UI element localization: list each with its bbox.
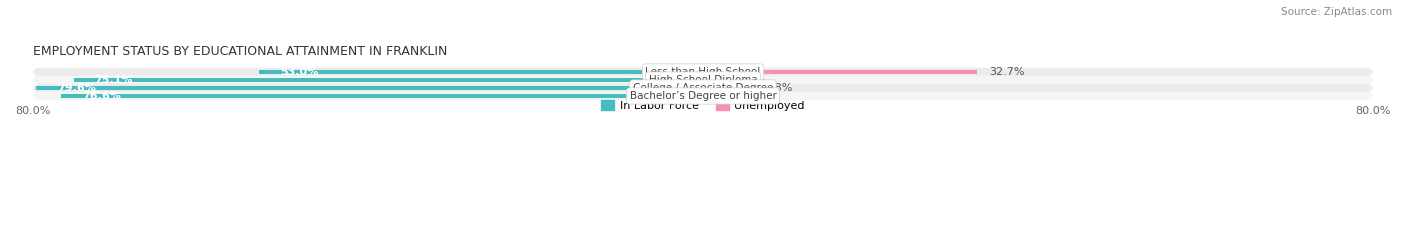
Text: Bachelor’s Degree or higher: Bachelor’s Degree or higher: [630, 91, 776, 101]
Text: 2.5%: 2.5%: [737, 75, 765, 85]
FancyBboxPatch shape: [32, 92, 1374, 100]
Text: EMPLOYMENT STATUS BY EDUCATIONAL ATTAINMENT IN FRANKLIN: EMPLOYMENT STATUS BY EDUCATIONAL ATTAINM…: [32, 45, 447, 58]
Text: 32.7%: 32.7%: [990, 67, 1025, 77]
Text: Source: ZipAtlas.com: Source: ZipAtlas.com: [1281, 7, 1392, 17]
Bar: [62, 93, 703, 99]
FancyBboxPatch shape: [32, 84, 1374, 92]
Bar: [703, 69, 977, 75]
FancyBboxPatch shape: [32, 68, 1374, 76]
Text: 0.0%: 0.0%: [716, 91, 744, 101]
Text: College / Associate Degree: College / Associate Degree: [633, 83, 773, 93]
Text: 79.6%: 79.6%: [58, 83, 96, 93]
Bar: [73, 78, 703, 82]
Text: 53.0%: 53.0%: [280, 67, 318, 77]
Text: 76.6%: 76.6%: [82, 91, 121, 101]
Text: 5.8%: 5.8%: [765, 83, 793, 93]
Bar: [259, 69, 703, 75]
Legend: In Labor Force, Unemployed: In Labor Force, Unemployed: [596, 96, 810, 115]
Text: High School Diploma: High School Diploma: [648, 75, 758, 85]
Bar: [37, 86, 703, 90]
Bar: [703, 86, 752, 90]
Text: Less than High School: Less than High School: [645, 67, 761, 77]
FancyBboxPatch shape: [32, 76, 1374, 84]
Text: 75.1%: 75.1%: [94, 75, 134, 85]
Bar: [703, 78, 724, 82]
